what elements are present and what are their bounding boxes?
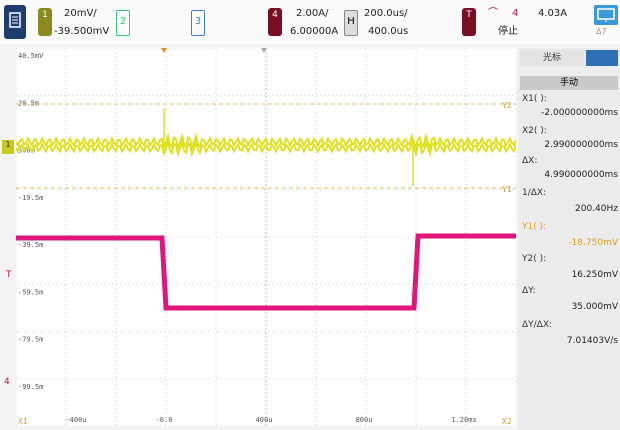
ch1-trace [15, 138, 517, 158]
waveforms [15, 108, 517, 311]
y-tick-label: 40.5mV [18, 52, 44, 60]
cursor-panel: 光标 手动 X1( ): -2.000000000ms X2( ): 2.990… [518, 48, 620, 430]
y-axis-labels: 40.5mV 20.5m 500m -19.5m -39.5m -59.5m -79.5m -… [18, 52, 44, 391]
inv-dx-value: 200.40Hz [575, 204, 618, 214]
x-tick-label: 800u [356, 416, 373, 424]
tab-cursor[interactable]: 光标 [520, 50, 584, 66]
y1-label: Y1( ): [522, 222, 547, 232]
y-tick-label: -99.5m [18, 383, 43, 391]
cursor-markers: Y2 Y1 X1 X2 [16, 48, 516, 426]
display-icon[interactable] [594, 5, 618, 25]
menu-icon[interactable] [4, 5, 26, 39]
ch3-button[interactable]: 3 [191, 10, 205, 36]
trigger-channel: 4 [512, 8, 519, 19]
monitor-icon [597, 8, 615, 22]
dydx-label: ΔY/ΔX: [522, 320, 553, 330]
y2-label: Y2( ): [522, 254, 547, 264]
x-tick-label: 1.20ms [451, 416, 476, 424]
x-tick-label: -0.0 [156, 416, 173, 424]
ch4-offset-marker[interactable]: 4 [4, 377, 10, 387]
dx-value: 4.990000000ms [544, 170, 618, 180]
trigger-status: 停止 [498, 26, 518, 37]
delta-t-icon[interactable]: Δ7 [596, 27, 607, 36]
y1-value: -18.750mV [568, 238, 618, 248]
y-tick-label: -79.5m [18, 336, 43, 344]
timebase-offset: 400.0us [368, 26, 409, 37]
x1-marker: X1 [18, 417, 28, 426]
ch1-trace [15, 132, 517, 152]
x2-label: X2( ): [522, 126, 547, 136]
dx-label: ΔX: [522, 156, 538, 166]
y-tick-label: -19.5m [18, 194, 43, 202]
dy-label: ΔY: [522, 286, 536, 296]
x-axis-labels: -400u -0.0 400u 800u 1.20ms [65, 416, 476, 424]
cursor-mode[interactable]: 手动 [520, 76, 618, 90]
trigger-position-marker [161, 48, 167, 53]
ch1-offset: -39.500mV [54, 26, 110, 37]
dydx-value: 7.01403V/s [566, 336, 618, 346]
x-tick-label: -400u [65, 416, 86, 424]
timebase-scale: 200.0us/ [364, 8, 408, 19]
center-marker [261, 48, 267, 53]
x2-value: 2.990000000ms [544, 140, 618, 150]
x2-marker: X2 [502, 417, 512, 426]
ch4-trace [16, 233, 516, 311]
ch1-badge[interactable]: 1 [38, 8, 52, 36]
y-tick-label: -39.5m [18, 241, 43, 249]
timebase-button[interactable]: H [344, 10, 358, 36]
ch2-button[interactable]: 2 [116, 10, 130, 36]
channel-toolbar: 1 20mV/ -39.500mV 2 3 4 2.00A/ 6.00000A … [0, 0, 620, 44]
trigger-edge-icon: ⌒ [488, 8, 498, 19]
trigger-level-marker[interactable]: T [6, 270, 12, 280]
ch4-badge[interactable]: 4 [268, 8, 282, 36]
inv-dx-label: 1/ΔX: [522, 188, 547, 198]
y1-marker: Y1 [502, 185, 512, 194]
x1-label: X1( ): [522, 94, 547, 104]
ch4-offset: 6.00000A [290, 26, 339, 37]
tab-other[interactable] [586, 50, 618, 66]
waveform-display[interactable]: 40.5mV 20.5m 500m -19.5m -39.5m -59.5m -79.5m -… [15, 47, 517, 427]
ch1-scale: 20mV/ [64, 8, 97, 19]
x-tick-label: 400u [256, 416, 273, 424]
ch4-scale: 2.00A/ [296, 8, 329, 19]
x1-value: -2.000000000ms [541, 108, 618, 118]
trigger-badge[interactable]: T [462, 8, 476, 36]
dy-value: 35.000mV [571, 302, 618, 312]
y-tick-label: -59.5m [18, 288, 43, 296]
y2-marker: Y2 [502, 101, 512, 110]
ch1-offset-marker[interactable]: 1 [2, 140, 14, 154]
y-tick-label: 20.5m [18, 99, 39, 107]
waveform-svg: 40.5mV 20.5m 500m -19.5m -39.5m -59.5m -79.5m -… [15, 47, 517, 427]
y-tick-label: 500m [18, 147, 35, 155]
trigger-level: 4.03A [538, 8, 568, 19]
y2-value: 16.250mV [571, 270, 618, 280]
document-icon [9, 12, 21, 28]
